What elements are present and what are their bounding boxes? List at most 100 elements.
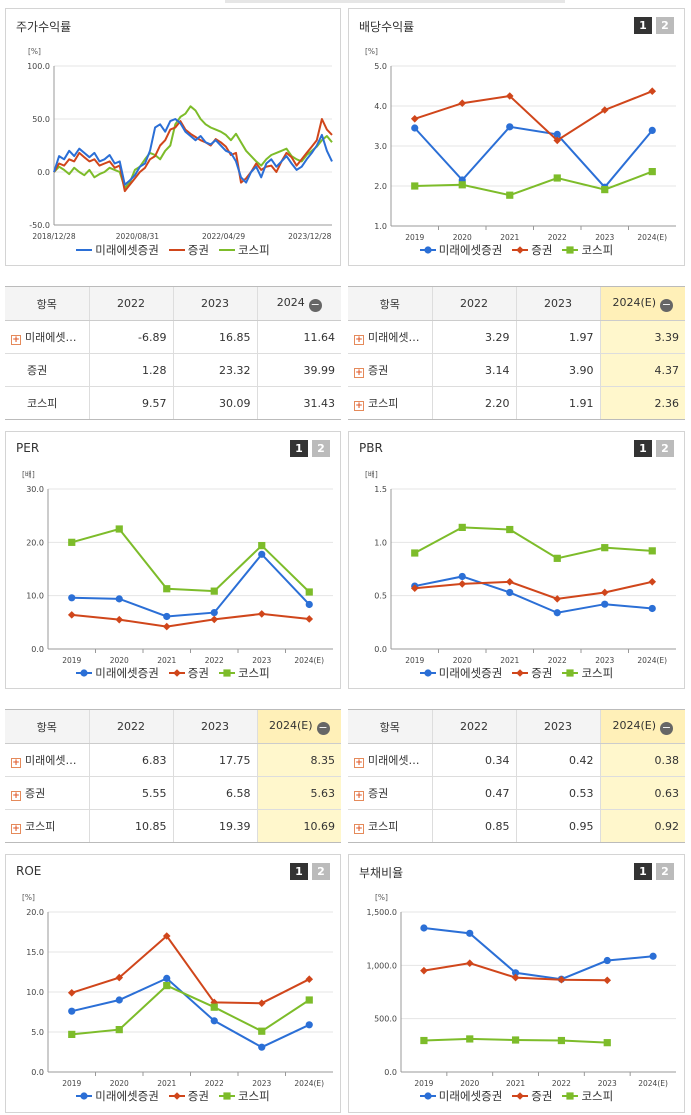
data-point[interactable] — [115, 973, 124, 982]
data-point[interactable] — [458, 99, 467, 107]
data-point[interactable] — [258, 1027, 266, 1035]
data-point[interactable] — [506, 525, 514, 534]
data-point[interactable] — [115, 996, 123, 1004]
collapse-icon[interactable]: − — [308, 297, 322, 312]
legend-marker[interactable] — [223, 669, 231, 677]
data-point[interactable] — [305, 975, 314, 983]
data-point[interactable] — [68, 1007, 76, 1015]
legend-marker[interactable] — [516, 1092, 525, 1100]
data-point[interactable] — [557, 1036, 566, 1045]
data-point[interactable] — [115, 1026, 123, 1034]
data-point[interactable] — [257, 999, 266, 1007]
tab-1[interactable]: 1 — [634, 440, 652, 457]
data-point[interactable] — [115, 525, 123, 533]
legend-item[interactable]: 코스피 — [562, 1088, 613, 1104]
data-point[interactable] — [305, 996, 313, 1004]
expand-icon[interactable]: + — [354, 401, 364, 411]
legend-marker[interactable] — [424, 1092, 432, 1100]
expand-icon[interactable]: + — [354, 824, 364, 834]
data-point[interactable] — [257, 610, 266, 618]
data-point[interactable] — [511, 969, 520, 977]
data-point[interactable] — [458, 572, 466, 581]
legend-item[interactable]: 코스피 — [218, 242, 270, 258]
expand-icon[interactable]: + — [354, 368, 364, 378]
legend-item[interactable]: 미래에셋증권 — [76, 1088, 159, 1104]
data-point[interactable] — [210, 615, 219, 624]
tab-1[interactable]: 1 — [634, 863, 652, 880]
data-point[interactable] — [420, 924, 428, 932]
data-point[interactable] — [603, 956, 611, 965]
data-point[interactable] — [410, 584, 419, 592]
data-point[interactable] — [305, 615, 314, 623]
data-point[interactable] — [553, 174, 561, 182]
data-point[interactable] — [601, 544, 609, 552]
data-point[interactable] — [601, 600, 609, 608]
data-point[interactable] — [648, 578, 657, 586]
data-point[interactable] — [411, 124, 419, 132]
legend-item[interactable]: 미래에셋증권 — [419, 242, 502, 258]
legend-item[interactable]: 코스피 — [562, 665, 613, 681]
expand-icon[interactable]: + — [11, 335, 21, 345]
data-point[interactable] — [210, 1003, 218, 1011]
collapse-icon[interactable]: − — [316, 720, 330, 735]
expand-icon[interactable]: + — [11, 824, 21, 834]
legend-item[interactable]: 미래에셋증권 — [419, 1088, 502, 1104]
tab-2[interactable]: 2 — [656, 863, 674, 880]
data-point[interactable] — [115, 615, 124, 624]
data-point[interactable] — [511, 973, 520, 982]
data-point[interactable] — [648, 604, 656, 613]
data-point[interactable] — [258, 541, 266, 550]
data-point[interactable] — [305, 1021, 313, 1029]
data-point[interactable] — [67, 989, 76, 997]
legend-marker[interactable] — [516, 669, 525, 677]
collapse-icon[interactable]: − — [660, 297, 674, 312]
expand-icon[interactable]: + — [11, 791, 21, 801]
data-point[interactable] — [600, 588, 609, 597]
data-point[interactable] — [162, 622, 171, 631]
tab-1[interactable]: 1 — [290, 440, 308, 457]
data-point[interactable] — [511, 1036, 520, 1044]
data-point[interactable] — [258, 1043, 266, 1051]
data-point[interactable] — [163, 982, 171, 990]
expand-icon[interactable]: + — [11, 758, 21, 768]
tab-1[interactable]: 1 — [634, 17, 652, 34]
data-point[interactable] — [603, 1039, 611, 1047]
data-point[interactable] — [553, 595, 562, 603]
collapse-icon[interactable]: − — [660, 720, 674, 735]
data-point[interactable] — [68, 1030, 76, 1038]
data-point[interactable] — [210, 1017, 218, 1025]
data-point[interactable] — [601, 186, 609, 194]
legend-item[interactable]: 증권 — [168, 665, 209, 681]
legend-item[interactable]: 코스피 — [562, 242, 613, 258]
data-point[interactable] — [648, 87, 657, 95]
data-point[interactable] — [163, 612, 171, 621]
legend-marker[interactable] — [566, 669, 575, 677]
legend-marker[interactable] — [223, 1092, 231, 1100]
data-point[interactable] — [210, 608, 218, 617]
data-point[interactable] — [163, 585, 171, 593]
data-point[interactable] — [258, 550, 266, 558]
data-point[interactable] — [648, 168, 656, 176]
data-point[interactable] — [115, 595, 123, 603]
legend-item[interactable]: 미래에셋증권 — [76, 242, 159, 258]
legend-item[interactable]: 코스피 — [218, 665, 270, 681]
expand-icon[interactable]: + — [354, 758, 364, 768]
legend-item[interactable]: 증권 — [168, 242, 209, 258]
data-point[interactable] — [505, 578, 514, 586]
data-point[interactable] — [305, 600, 313, 609]
data-point[interactable] — [553, 554, 561, 562]
data-point[interactable] — [506, 123, 514, 131]
data-point[interactable] — [553, 130, 561, 138]
data-point[interactable] — [648, 547, 656, 555]
data-point[interactable] — [458, 181, 466, 189]
data-point[interactable] — [603, 976, 612, 985]
data-point[interactable] — [506, 191, 514, 199]
legend-item[interactable]: 증권 — [512, 1088, 552, 1104]
data-point[interactable] — [557, 975, 566, 984]
legend-item[interactable]: 증권 — [512, 242, 552, 258]
legend-marker[interactable] — [516, 246, 525, 254]
data-point[interactable] — [411, 182, 419, 190]
data-point[interactable] — [466, 929, 474, 937]
legend-marker[interactable] — [172, 1092, 181, 1100]
tab-2[interactable]: 2 — [656, 17, 674, 34]
